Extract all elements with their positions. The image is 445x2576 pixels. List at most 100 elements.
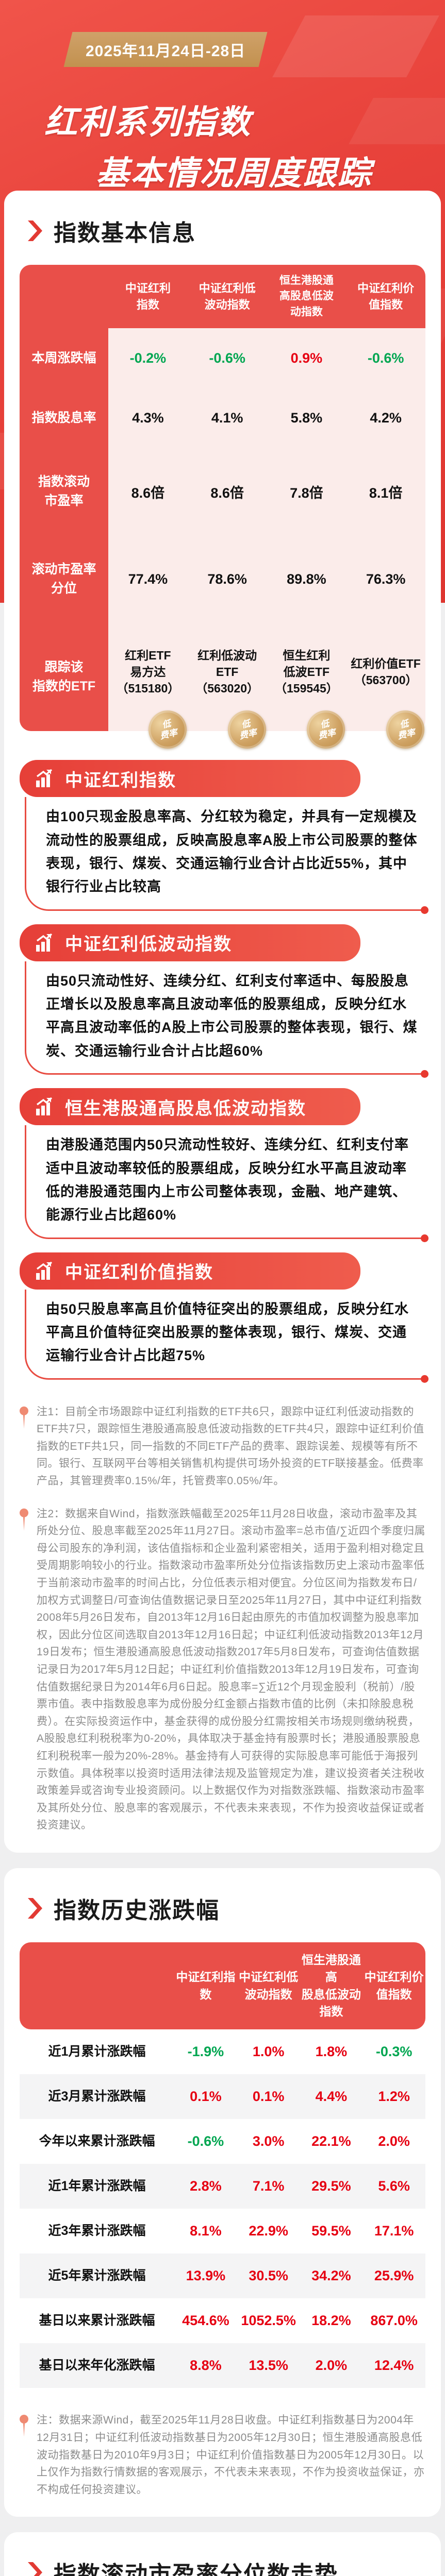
row-label: 近3年累计涨跌幅 (48, 2224, 146, 2239)
index-block-title: 中证红利指数 (65, 770, 176, 790)
section-title: 指数历史涨跌幅 (54, 1897, 220, 1923)
table-cell: 8.8% (174, 2343, 237, 2388)
table-cell: 454.6% (182, 2313, 229, 2329)
index-block-banner: 中证红利低波动指数 (20, 924, 361, 961)
section-title: 指数基本信息 (54, 221, 196, 246)
row-label: 滚动市盈率 分位 (20, 535, 108, 623)
date-range-badge: 2025年11月24日-28日 (63, 32, 268, 67)
note-1-text: 注1：目前全市场跟踪中证红利指数的ETF共6只，跟踪中证红利低波动指数的ETF共… (37, 1405, 424, 1487)
table-cell: 867.0% (370, 2313, 418, 2329)
history-note: 注：数据来源Wind，截至2025年11月28日收盘。中证红利指数基日为2004… (20, 2412, 425, 2498)
table-cell: 59.5% (311, 2223, 351, 2239)
table-cell: 12.4% (362, 2343, 425, 2388)
history-table: 中证红利指数 中证红利低 波动指数 恒生港股通高 股息低波动 指数 中证红利价 值指数… (20, 1942, 425, 2388)
table-corner-cell (20, 265, 108, 329)
row-label: 今年以来累计涨跌幅 (39, 2134, 155, 2149)
low-fee-seal-badge: 低 费率 (224, 707, 270, 753)
table-cell: 1.8% (315, 2044, 348, 2060)
table-cell: -0.6% (187, 2133, 224, 2149)
basic-info-card: 指数基本信息 中证红利 指数 中证红利低 波动指数 恒生港股通 高股息低波 动指数中… (4, 191, 441, 1853)
etf-name: 红利低波动 ETF （563020） (195, 649, 259, 696)
bar-chart-arrow-icon (36, 1261, 53, 1280)
index-block-desc: 由50只股息率高且价值特征突出的股票组成，反映分红水平高且价值特征突出股票的整体… (46, 1301, 409, 1364)
history-notes: 注：数据来源Wind，截至2025年11月28日收盘。中证红利指数基日为2004… (20, 2412, 425, 2498)
row-label: 基日以来年化涨跌幅 (20, 2343, 174, 2388)
row-label: 近1月累计涨跌幅 (48, 2044, 146, 2059)
index-block-banner: 恒生港股通高股息低波动指数 (20, 1088, 361, 1126)
table-cell: 2.0% (378, 2133, 410, 2149)
table-cell: 4.2% (346, 388, 425, 448)
table-cell: 4.4% (300, 2074, 363, 2120)
index-block-zhongzheng-hongli: 中证红利指数 由100只现金股息率高、分红较为稳定，并具有一定规模及流动性的股票… (20, 760, 428, 914)
index-block-title: 中证红利价值指数 (65, 1263, 213, 1283)
table-cell: 8.1% (190, 2223, 222, 2239)
index-block-desc: 由100只现金股息率高、分红较为稳定，并具有一定规模及流动性的股票组成，反映高股… (46, 809, 418, 895)
table-cell: 2.0% (300, 2343, 363, 2388)
row-label: 近1年累计涨跌幅 (20, 2164, 174, 2209)
history-note-text: 注：数据来源Wind，截至2025年11月28日收盘。中证红利指数基日为2004… (37, 2414, 425, 2496)
chevron-right-icon (28, 2562, 42, 2576)
index-description-blocks: 中证红利指数 由100只现金股息率高、分红较为稳定，并具有一定规模及流动性的股票… (20, 760, 428, 1383)
row-label: 基日以来累计涨跌幅 (39, 2313, 155, 2328)
table-cell: 5.8% (267, 388, 347, 448)
pe-trend-card: 指数滚动市盈率分位数走势 中证红利指数0%20%40%60%80%100%201… (4, 2532, 441, 2576)
chevron-right-icon (28, 1897, 42, 1919)
table-cell: 2.8% (174, 2164, 237, 2209)
low-fee-seal-badge: 低 费率 (383, 707, 428, 753)
etf-cell: 红利价值ETF （563700） 低 费率 (346, 623, 428, 753)
note-2-text: 注2：数据来自Wind，指数涨跌幅截至2025年11月28日收盘，滚动市盈率及其… (37, 1507, 425, 1832)
table-cell: 30.5% (237, 2253, 300, 2299)
date-range-text: 2025年11月24日-28日 (86, 43, 246, 60)
etf-name: 恒生红利 低波ETF （159545） (275, 649, 338, 696)
page-title-line2: 基本情况周度跟踪 (96, 155, 372, 192)
index-block-desc: 由港股通范围内50只流动性较好、连续分红、红利支付率适中且波动率较低的股票组成，… (46, 1137, 409, 1223)
table-cell: 0.1% (174, 2074, 237, 2120)
table-cell: 7.1% (237, 2164, 300, 2209)
table-cell: 0.9% (267, 328, 347, 388)
column-header: 恒生港股通高 股息低波动 指数 (300, 1942, 363, 2030)
column-header: 中证红利价 值指数 (346, 265, 425, 329)
page-title-line1: 红利系列指数 (44, 104, 252, 141)
chevron-right-icon (28, 221, 42, 241)
index-block-banner: 中证红利价值指数 (20, 1252, 361, 1290)
table-cell: 0.1% (237, 2074, 300, 2120)
basic-info-notes: 注1：目前全市场跟踪中证红利指数的ETF共6只，跟踪中证红利低波动指数的ETF共… (20, 1403, 425, 1834)
table-cell: -1.9% (187, 2044, 224, 2060)
table-cell: 17.1% (374, 2223, 414, 2239)
index-block-title: 恒生港股通高股息低波动指数 (65, 1098, 306, 1118)
table-cell: 89.8% (267, 535, 347, 623)
table-cell: 7.8倍 (267, 448, 347, 536)
index-block-banner: 中证红利指数 (20, 760, 361, 798)
pin-bullet-icon (20, 2415, 28, 2498)
table-cell: -0.3% (375, 2044, 413, 2060)
page-title: 红利系列指数基本情况周度跟踪 (44, 97, 372, 199)
etf-name: 红利ETF 易方达 （515180） (116, 649, 180, 696)
index-block-hengsheng-gaoguxi: 恒生港股通高股息低波动指数 由港股通范围内50只流动性较好、连续分红、红利支付率… (20, 1088, 428, 1243)
note-2: 注2：数据来自Wind，指数涨跌幅截至2025年11月28日收盘，滚动市盈率及其… (20, 1505, 425, 1834)
table-cell: 78.6% (187, 535, 267, 623)
bar-chart-arrow-icon (36, 1097, 53, 1116)
table-cell: 76.3% (346, 535, 425, 623)
note-1: 注1：目前全市场跟踪中证红利指数的ETF共6只，跟踪中证红利低波动指数的ETF共… (20, 1403, 425, 1490)
table-cell: 1.2% (362, 2074, 425, 2120)
row-label-etf: 跟踪该 指数的ETF (20, 623, 108, 732)
hero-header: 2025年11月24日-28日 红利系列指数基本情况周度跟踪 (0, 0, 445, 192)
table-cell: 1052.5% (241, 2313, 296, 2329)
low-fee-seal-badge: 低 费率 (303, 707, 349, 753)
section-header-history: 指数历史涨跌幅 (27, 1892, 425, 1925)
column-header: 中证红利价 值指数 (362, 1942, 425, 2030)
table-cell: 18.2% (311, 2313, 351, 2329)
etf-name: 红利价值ETF （563700） (351, 657, 421, 687)
table-cell: 4.1% (187, 388, 267, 448)
table-cell: 4.3% (108, 388, 188, 448)
table-cell: 8.6倍 (108, 448, 188, 536)
table-cell: 77.4% (108, 535, 188, 623)
index-block-hongli-diboDong: 中证红利低波动指数 由50只流动性好、连续分红、红利支付率适中、每股股息正增长以… (20, 924, 428, 1078)
history-card: 指数历史涨跌幅 中证红利指数 中证红利低 波动指数 恒生港股通高 股息低波动 指数中… (4, 1868, 441, 2517)
bar-chart-arrow-icon (36, 769, 53, 788)
section-title: 指数滚动市盈率分位数走势 (54, 2562, 338, 2576)
table-cell: 13.9% (174, 2253, 237, 2299)
etf-cell: 红利ETF 易方达 （515180） 低 费率 (108, 623, 190, 753)
row-label: 指数股息率 (20, 388, 108, 448)
